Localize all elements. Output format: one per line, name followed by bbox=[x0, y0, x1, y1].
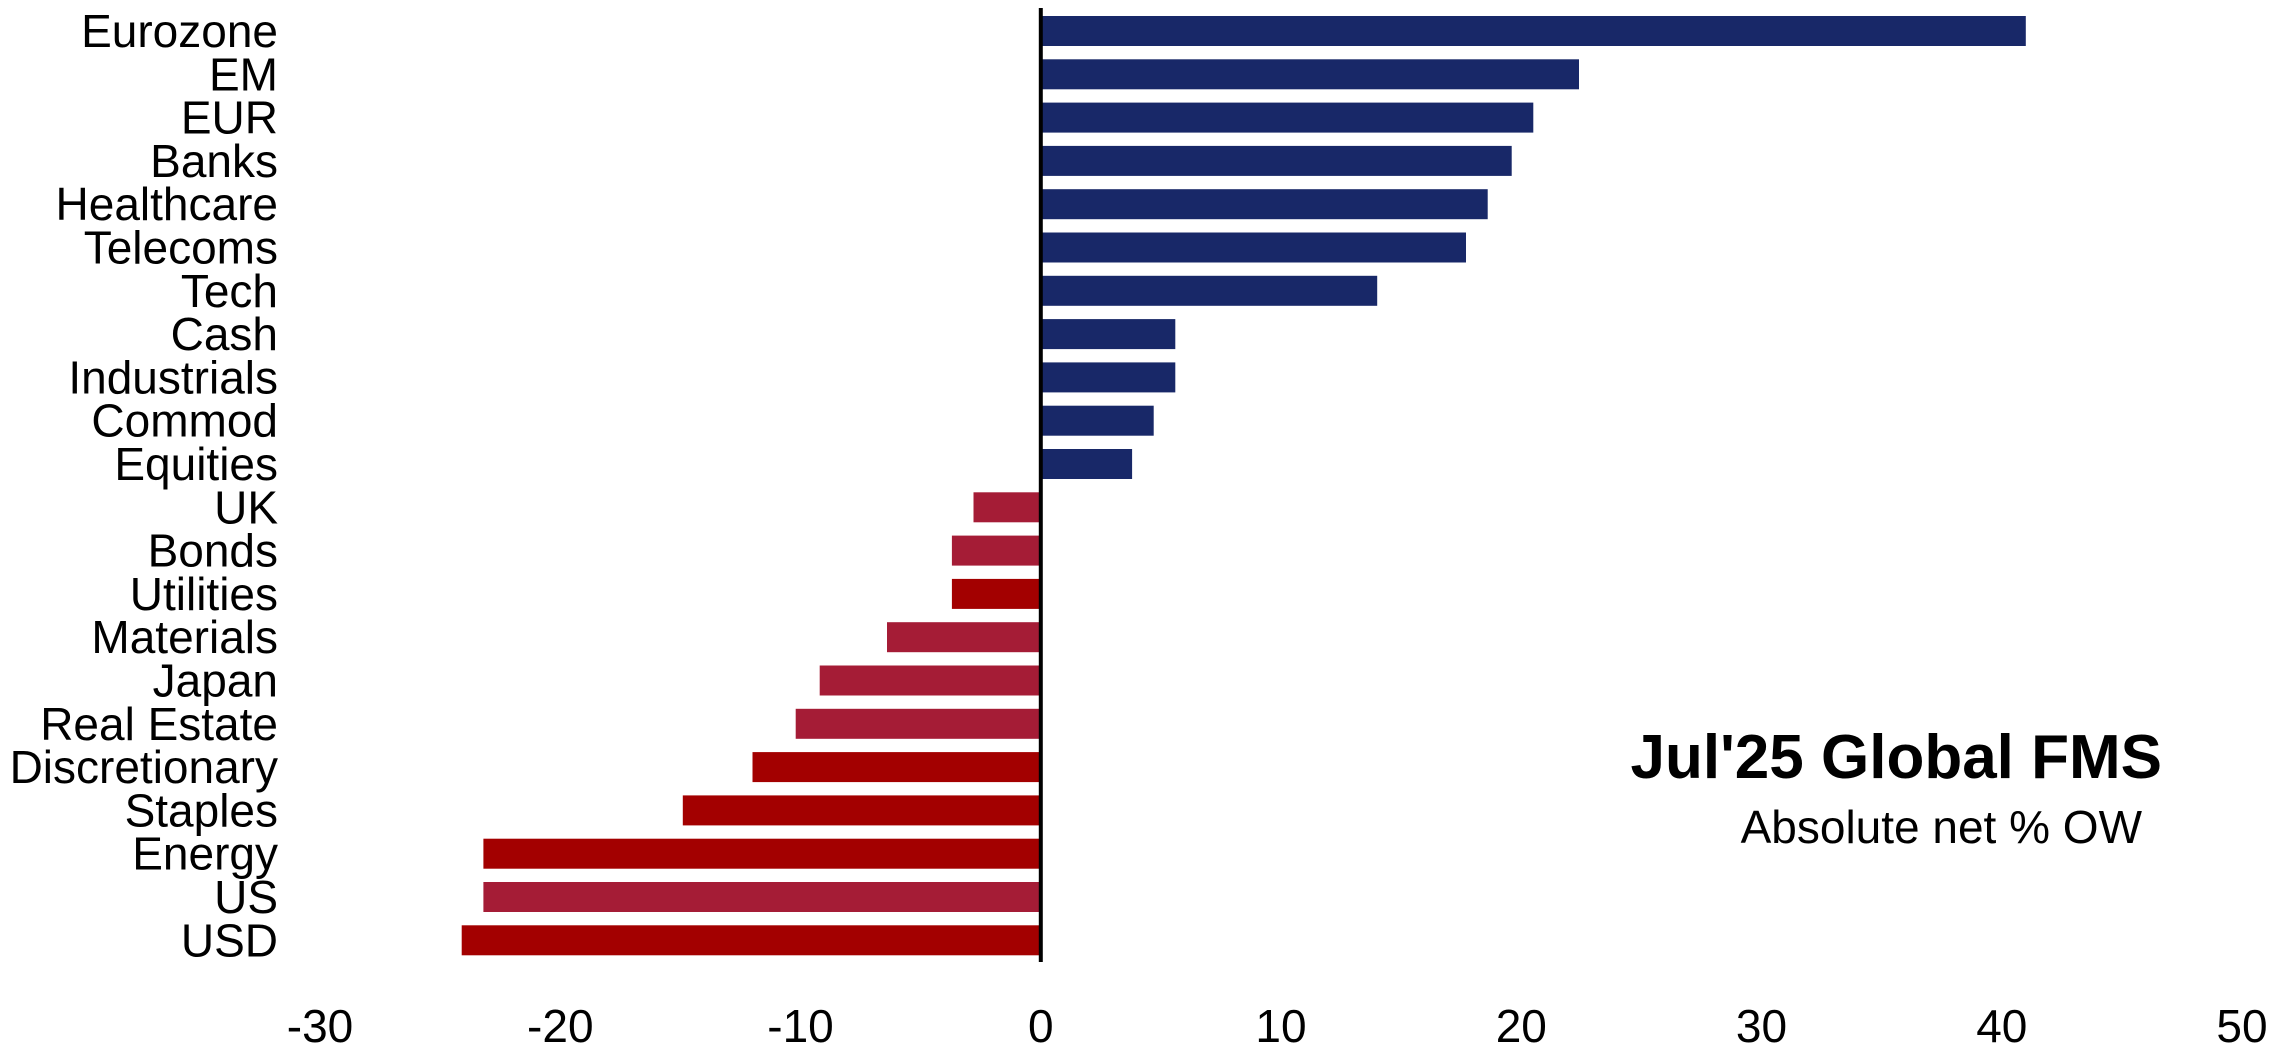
category-label-discretionary: Discretionary bbox=[10, 741, 278, 793]
bar-us bbox=[483, 882, 1041, 912]
x-tick-label: 0 bbox=[1028, 1000, 1054, 1052]
bar-telecoms bbox=[1040, 232, 1466, 263]
bar-equities bbox=[1040, 449, 1133, 479]
category-label-commod: Commod bbox=[91, 395, 278, 447]
x-tick-label: 30 bbox=[1736, 1000, 1787, 1052]
bar-materials bbox=[887, 622, 1041, 653]
category-label-healthcare: Healthcare bbox=[56, 178, 278, 230]
bar-bonds bbox=[951, 535, 1041, 566]
bar-industrials bbox=[1040, 362, 1176, 393]
category-label-eur: EUR bbox=[181, 92, 278, 144]
category-label-tech: Tech bbox=[181, 265, 278, 317]
category-label-real-estate: Real Estate bbox=[40, 698, 278, 750]
category-label-equities: Equities bbox=[114, 438, 278, 490]
x-tick-labels: -30 -20 -10 0 10 20 30 40 50 bbox=[287, 1000, 2268, 1052]
bar-tech bbox=[1040, 275, 1378, 306]
category-label-industrials: Industrials bbox=[68, 351, 278, 403]
chart-subtitle: Absolute net % OW bbox=[1741, 801, 2143, 853]
category-label-cash: Cash bbox=[171, 308, 278, 360]
category-label-utilities: Utilities bbox=[130, 568, 278, 620]
bar-em bbox=[1040, 59, 1579, 90]
category-label-banks: Banks bbox=[150, 135, 278, 187]
bar-commod bbox=[1040, 405, 1154, 436]
bar-banks bbox=[1040, 145, 1512, 176]
category-label-uk: UK bbox=[214, 481, 278, 533]
bar-utilities bbox=[951, 578, 1041, 609]
bar-healthcare bbox=[1040, 189, 1488, 220]
bar-staples bbox=[682, 795, 1041, 826]
bar-eur bbox=[1040, 102, 1534, 133]
bar-discretionary bbox=[752, 752, 1041, 783]
bar-real-estate bbox=[795, 708, 1041, 739]
category-label-materials: Materials bbox=[91, 611, 278, 663]
bar-usd bbox=[461, 925, 1041, 956]
category-label-energy: Energy bbox=[132, 828, 278, 880]
category-label-usd: USD bbox=[181, 914, 278, 966]
x-tick-label: -30 bbox=[287, 1000, 353, 1052]
bar-japan bbox=[819, 665, 1041, 696]
x-tick-label: 10 bbox=[1255, 1000, 1306, 1052]
bar-energy bbox=[483, 838, 1041, 869]
chart-title: Jul'25 Global FMS bbox=[1630, 723, 2162, 792]
bar-cash bbox=[1040, 319, 1176, 350]
category-label-eurozone: Eurozone bbox=[81, 5, 278, 57]
x-tick-label: 20 bbox=[1496, 1000, 1547, 1052]
category-label-japan: Japan bbox=[153, 655, 278, 707]
x-tick-label: -20 bbox=[527, 1000, 593, 1052]
bar-eurozone bbox=[1040, 16, 2026, 46]
bar-uk bbox=[973, 492, 1041, 523]
x-tick-label: 40 bbox=[1976, 1000, 2027, 1052]
category-label-em: EM bbox=[209, 48, 278, 100]
category-label-staples: Staples bbox=[125, 784, 278, 836]
x-tick-label: 50 bbox=[2216, 1000, 2267, 1052]
category-label-bonds: Bonds bbox=[148, 525, 278, 577]
category-label-us: US bbox=[214, 871, 278, 923]
category-label-telecoms: Telecoms bbox=[84, 222, 278, 274]
x-tick-label: -10 bbox=[767, 1000, 833, 1052]
bars-group bbox=[461, 16, 2026, 956]
category-labels: EurozoneEMEURBanksHealthcareTelecomsTech… bbox=[10, 5, 279, 966]
